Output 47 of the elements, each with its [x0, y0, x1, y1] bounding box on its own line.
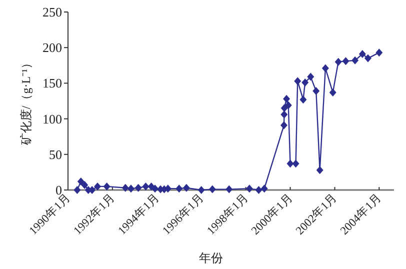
- point: [302, 78, 309, 86]
- point: [334, 58, 342, 66]
- point: [283, 94, 290, 103]
- point: [182, 184, 190, 192]
- point: [294, 77, 302, 86]
- point: [198, 186, 205, 194]
- point: [255, 186, 262, 194]
- y-tick-label: 150: [42, 76, 62, 91]
- point: [280, 121, 288, 130]
- point: [342, 57, 350, 66]
- point: [176, 184, 183, 193]
- point: [208, 185, 216, 194]
- point: [226, 185, 233, 194]
- point: [74, 186, 81, 194]
- y-axis-title: 矿化度/（g·L⁻¹）: [19, 56, 33, 146]
- point: [352, 56, 359, 64]
- point: [122, 184, 129, 192]
- point: [292, 160, 300, 168]
- point: [134, 184, 142, 192]
- point: [316, 166, 324, 174]
- point: [329, 88, 336, 96]
- point: [364, 54, 372, 62]
- y-tick-label: 100: [42, 111, 62, 126]
- point: [94, 182, 102, 190]
- point: [77, 177, 84, 186]
- point: [280, 110, 288, 119]
- point: [260, 184, 268, 193]
- point: [284, 101, 292, 110]
- point: [286, 160, 294, 168]
- point: [376, 48, 383, 57]
- point: [307, 72, 314, 81]
- point: [322, 64, 329, 72]
- point: [312, 87, 320, 96]
- point: [152, 184, 159, 193]
- y-tick-label: 200: [42, 40, 62, 56]
- point: [280, 104, 288, 112]
- point: [300, 96, 307, 104]
- point: [103, 182, 110, 190]
- y-tick-label: 250: [42, 4, 62, 20]
- point: [246, 184, 253, 193]
- point: [358, 50, 366, 58]
- x-axis-title: 年份: [199, 251, 223, 265]
- y-tick-label: 50: [49, 146, 62, 162]
- point: [142, 182, 150, 190]
- point: [81, 181, 88, 190]
- point: [127, 184, 134, 193]
- x-tick-label: 1992年1月: [71, 190, 118, 238]
